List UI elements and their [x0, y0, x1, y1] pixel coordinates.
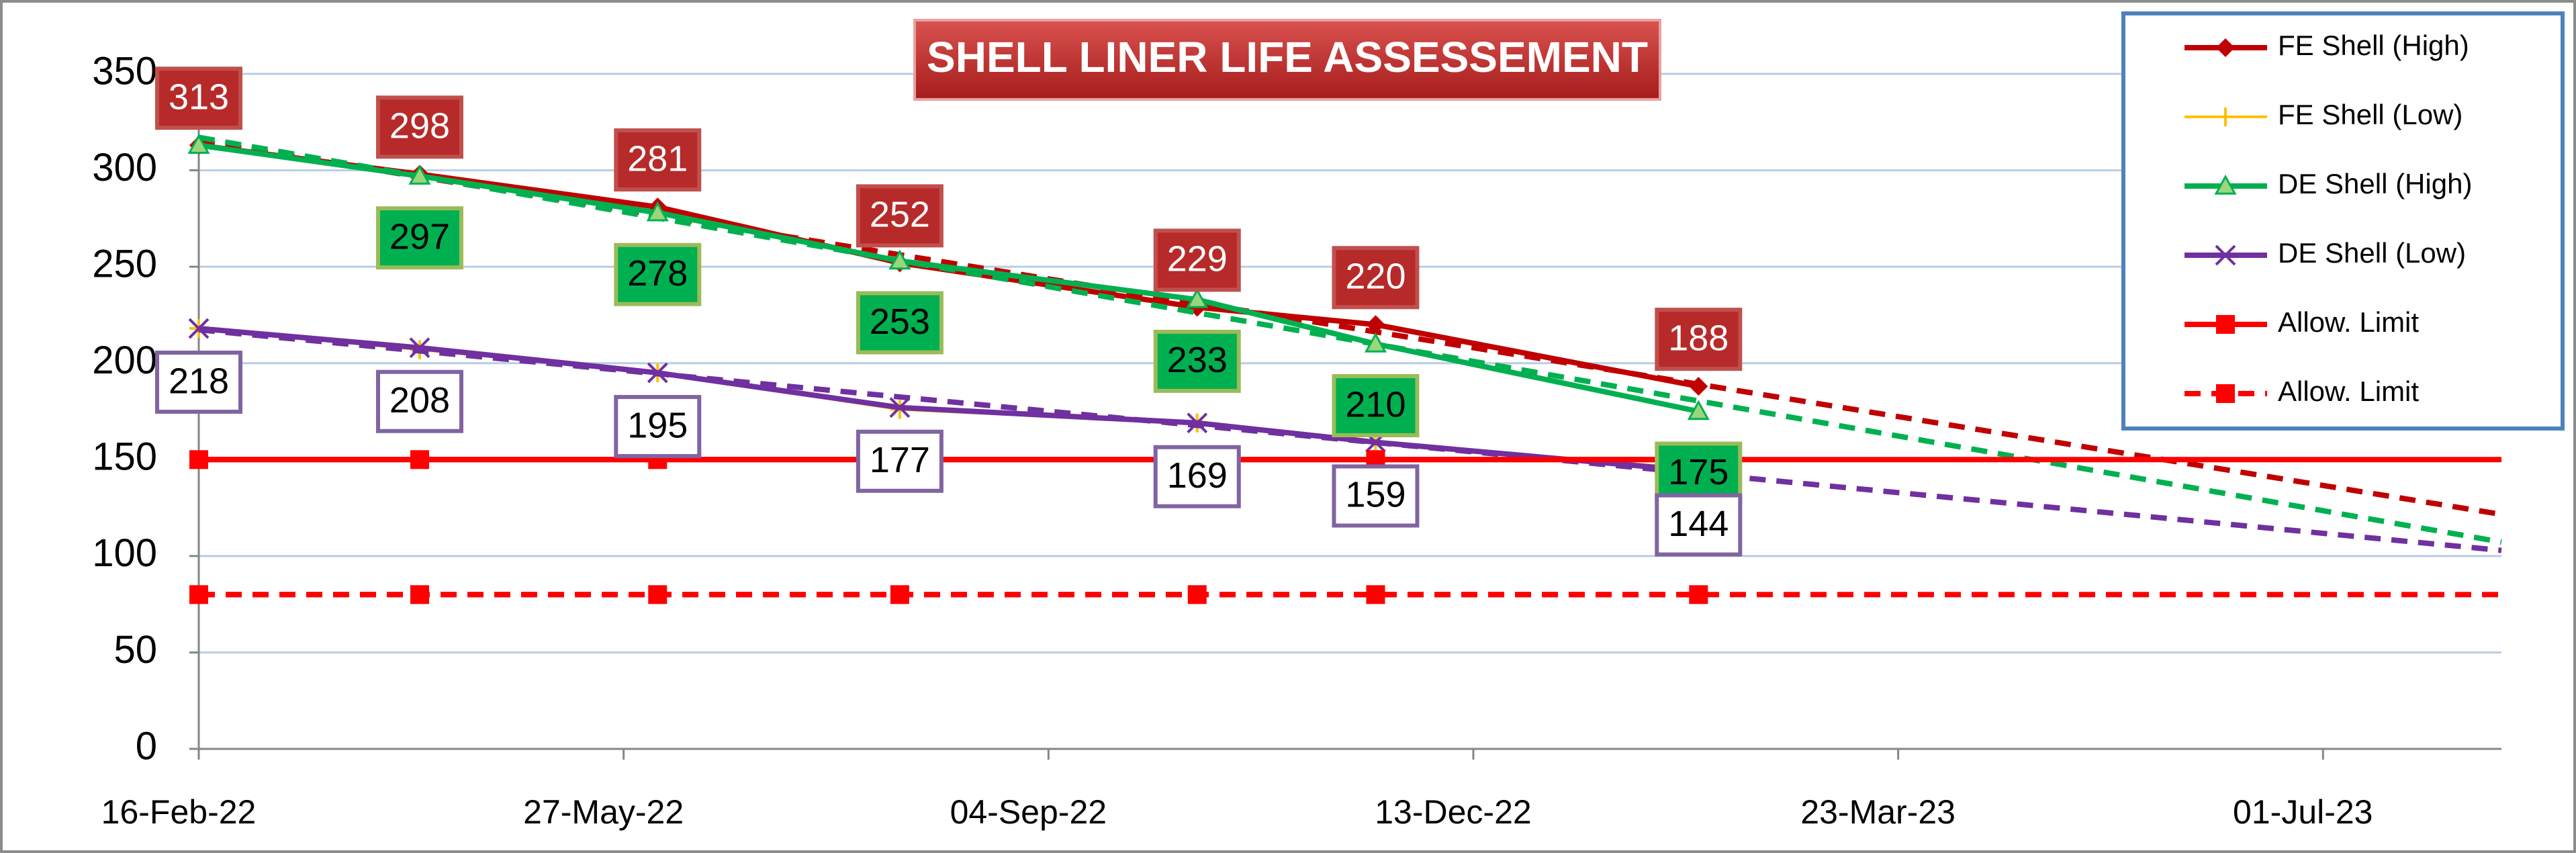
legend-box [2121, 11, 2565, 431]
legend-label: Allow. Limit [2278, 306, 2419, 338]
plot [187, 134, 2502, 604]
legend-label: FE Shell (Low) [2278, 99, 2463, 130]
data-label: 220 [1345, 257, 1406, 297]
legend-label: DE Shell (High) [2278, 168, 2472, 199]
data-label-box [1655, 308, 1743, 371]
data-label: 233 [1167, 340, 1228, 380]
data-label-box [1655, 493, 1743, 557]
data-label: 253 [870, 302, 930, 342]
y-tick-label: 100 [92, 531, 157, 575]
data-label: 195 [627, 405, 688, 445]
marker [189, 450, 208, 469]
data-label-box [375, 95, 463, 159]
marker [410, 450, 429, 469]
data-label-box [1332, 374, 1420, 437]
data-label-box [155, 66, 242, 130]
data-label-box [856, 291, 944, 355]
y-tick-label: 50 [113, 628, 157, 672]
data-label: 175 [1668, 452, 1729, 492]
y-tick-label: 200 [92, 339, 157, 382]
legend-label: Allow. Limit [2278, 375, 2419, 407]
data-label-box [1153, 329, 1241, 393]
marker [2216, 38, 2235, 57]
marker [1186, 287, 1209, 308]
marker [1366, 315, 1385, 334]
data-label: 177 [870, 440, 930, 480]
marker [187, 134, 210, 154]
data-label: 159 [1345, 475, 1406, 515]
data-label-box [375, 206, 463, 270]
x-tick-label: 23-Mar-23 [1800, 793, 1956, 831]
chart-title: SHELL LINER LIFE ASSESSEMENT [927, 33, 1648, 81]
marker [1689, 377, 1708, 396]
y-tick-label: 250 [92, 242, 157, 285]
data-label-box [1153, 228, 1241, 292]
marker [890, 585, 909, 604]
marker [2215, 244, 2236, 266]
data-label: 169 [1167, 455, 1228, 496]
data-label: 252 [870, 195, 930, 235]
marker [410, 585, 429, 604]
data-label: 313 [169, 77, 229, 118]
data-label-box [375, 369, 463, 433]
data-label: 218 [169, 361, 229, 401]
marker [188, 318, 210, 339]
data-label-box [1153, 445, 1241, 508]
data-label-box [1332, 464, 1420, 528]
data-label: 208 [389, 380, 450, 420]
data-label: 144 [1668, 504, 1729, 544]
marker [1187, 412, 1208, 434]
data-label: 281 [627, 138, 688, 179]
marker [189, 585, 208, 604]
data-label: 188 [1668, 318, 1729, 358]
x-tick-label: 04-Sep-22 [950, 793, 1107, 831]
data-label-box [155, 351, 242, 414]
marker [2216, 107, 2235, 126]
y-tick-label: 150 [92, 435, 157, 479]
marker [888, 249, 911, 270]
x-tick-label: 16-Feb-22 [101, 793, 257, 831]
title-box [913, 19, 1661, 101]
x-tick-label: 27-May-22 [523, 793, 684, 831]
marker [647, 362, 668, 384]
y-tick-label: 300 [92, 146, 157, 189]
data-label: 298 [389, 106, 450, 146]
marker [646, 201, 669, 222]
data-label-box [856, 429, 944, 493]
y-tick-label: 350 [92, 49, 157, 93]
data-labels: 313 298 281 252 229 220 188 297 278 253 233 210 175 2… [155, 66, 1743, 557]
legend-label: DE Shell (Low) [2278, 237, 2466, 269]
marker [408, 165, 431, 185]
marker [1689, 585, 1708, 604]
marker [648, 585, 668, 604]
y-tick-label: 0 [136, 724, 157, 768]
data-label-box [614, 242, 702, 306]
data-label: 278 [627, 253, 688, 294]
marker [1364, 332, 1387, 353]
marker [1366, 585, 1385, 604]
x-tick-label: 01-Jul-23 [2233, 793, 2373, 831]
data-label-box [614, 128, 702, 192]
legend-label: FE Shell (High) [2278, 30, 2469, 61]
marker [2214, 174, 2237, 195]
data-label-box [1332, 246, 1420, 310]
marker [889, 397, 911, 418]
legend: FE Shell (High) FE Shell (Low) DE Shell (H… [2184, 30, 2472, 407]
data-label: 297 [389, 216, 450, 257]
data-label: 210 [1345, 384, 1406, 424]
x-tick-label: 13-Dec-22 [1375, 793, 1531, 831]
marker [1187, 585, 1207, 604]
data-label-box [856, 184, 944, 248]
data-label: 229 [1167, 239, 1228, 279]
data-label-box [614, 395, 702, 459]
marker [409, 337, 430, 359]
marker [2216, 315, 2235, 334]
marker [1687, 400, 1710, 420]
marker [2216, 384, 2235, 403]
